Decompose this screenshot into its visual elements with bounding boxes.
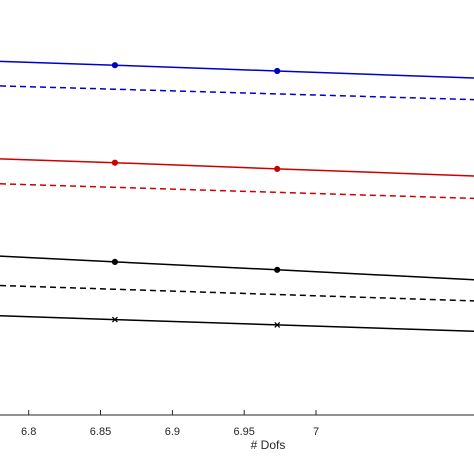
series-3-marker: [274, 165, 281, 172]
x-axis-ticks: 6.8 6.85 6.9 6.95 7: [21, 410, 319, 438]
series-1-marker: [111, 62, 119, 69]
series-3-marker: [111, 159, 119, 166]
plot-area: [0, 60, 474, 332]
series-5-marker: [274, 266, 281, 273]
series-2-line: [0, 85, 474, 101]
series-3-line: [0, 158, 474, 177]
series-5-marker: [111, 258, 119, 265]
x-tick-label: 6.9: [165, 426, 180, 438]
series-7-marker: [111, 316, 118, 323]
series-1-line: [0, 60, 474, 79]
series-5-line: [0, 255, 474, 281]
x-tick-label: 6.85: [90, 426, 111, 438]
series-7-marker: [274, 322, 281, 328]
x-tick-label: 6.95: [233, 426, 254, 438]
series-7-line: [0, 315, 474, 332]
x-axis-title: # Dofs: [251, 438, 286, 452]
series-4-line: [0, 183, 474, 200]
series-6-line: [0, 284, 474, 302]
x-tick-label: 6.8: [21, 426, 36, 438]
series-1-marker: [274, 67, 281, 75]
x-tick-label: 7: [313, 426, 319, 438]
